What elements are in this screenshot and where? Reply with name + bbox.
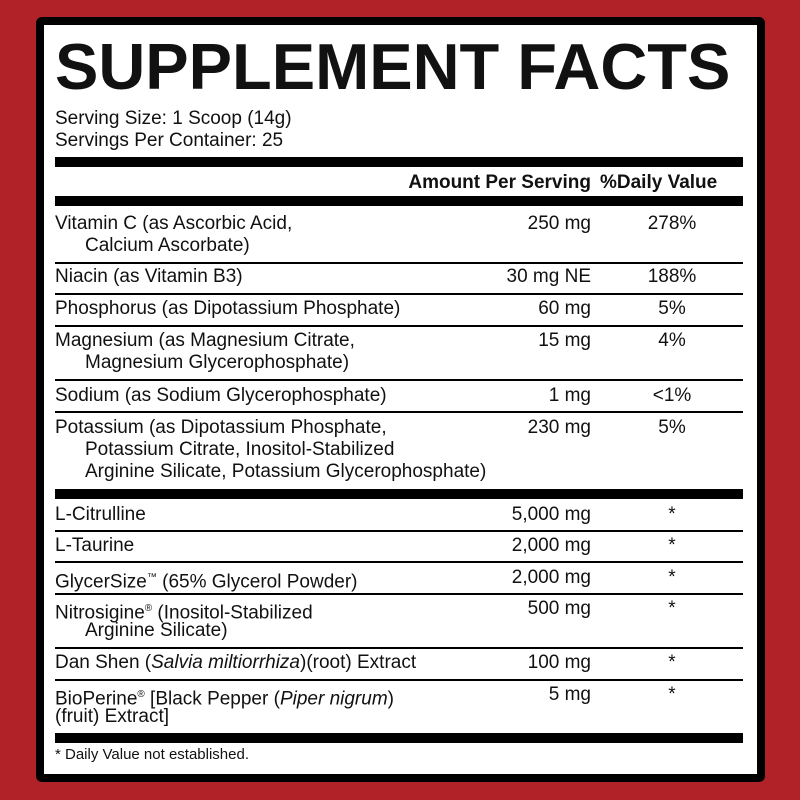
nutrient-name-cont: Potassium Citrate, Inositol-Stabilized — [85, 439, 395, 460]
divider — [55, 593, 743, 595]
latin-name: Salvia miltiorrhiza — [151, 652, 300, 673]
name-text: (65% Glycerol Powder) — [156, 571, 358, 593]
divider — [55, 411, 743, 413]
ingredient-name: GlycerSize™ (65% Glycerol Powder) — [55, 567, 357, 593]
ingredient-name: BioPerine® [Black Pepper (Piper nigrum) — [55, 684, 394, 710]
latin-name: Piper nigrum — [279, 688, 388, 710]
nutrient-dv: 5% — [658, 298, 686, 319]
servings-per-container: Servings Per Container: 25 — [55, 130, 284, 151]
registered-mark: ® — [144, 603, 153, 614]
ingredient-amount: 2,000 mg — [511, 567, 591, 588]
ingredient-name: Nitrosigine® (Inositol-Stabilized — [55, 598, 313, 624]
divider — [55, 647, 743, 649]
nutrient-amount: 30 mg NE — [506, 266, 591, 287]
ingredient-dv: * — [668, 598, 676, 619]
nutrient-dv: 5% — [658, 417, 686, 438]
divider-thick — [55, 733, 743, 743]
footnote: * Daily Value not established. — [55, 746, 250, 763]
name-text: GlycerSize — [55, 571, 147, 593]
nutrient-dv: 188% — [647, 266, 697, 287]
nutrient-name: Niacin (as Vitamin B3) — [55, 266, 243, 287]
divider — [55, 561, 743, 563]
nutrient-name-cont: Calcium Ascorbate) — [85, 235, 250, 256]
header-daily-value: %Daily Value — [600, 172, 718, 193]
name-text: Dan Shen ( — [55, 652, 152, 673]
serving-size: Serving Size: 1 Scoop (14g) — [55, 108, 292, 129]
divider-thick — [55, 157, 743, 167]
nutrient-dv: 278% — [647, 213, 697, 234]
divider-thick — [55, 196, 743, 206]
ingredient-amount: 5,000 mg — [511, 504, 591, 525]
divider — [55, 379, 743, 381]
divider — [55, 293, 743, 295]
panel-title: SUPPLEMENT FACTS — [55, 30, 731, 103]
ingredient-name: L-Taurine — [55, 535, 135, 556]
name-text: )(root) Extract — [300, 652, 417, 673]
nutrient-name: Magnesium (as Magnesium Citrate, — [55, 330, 355, 351]
name-text: ) — [387, 688, 394, 710]
nutrient-dv: <1% — [652, 385, 692, 406]
registered-mark: ® — [137, 689, 145, 700]
ingredient-dv: * — [668, 504, 676, 525]
nutrient-amount: 15 mg — [538, 330, 591, 351]
nutrient-name-cont: Magnesium Glycerophosphate) — [85, 352, 350, 373]
name-text: [Black Pepper ( — [144, 688, 280, 710]
ingredient-name-cont: Arginine Silicate) — [85, 620, 228, 641]
nutrient-name: Phosphorus (as Dipotassium Phosphate) — [55, 298, 401, 319]
trademark: ™ — [146, 572, 157, 583]
header-amount: Amount Per Serving — [408, 172, 591, 193]
nutrient-name: Potassium (as Dipotassium Phosphate, — [55, 417, 387, 438]
name-text: (Inositol-Stabilized — [152, 602, 313, 624]
divider-thick — [55, 489, 743, 499]
nutrient-name: Sodium (as Sodium Glycerophosphate) — [55, 385, 387, 406]
ingredient-amount: 5 mg — [548, 684, 591, 705]
name-text: Nitrosigine — [55, 602, 145, 624]
nutrient-name-cont: Arginine Silicate, Potassium Glycerophos… — [85, 461, 487, 482]
divider — [55, 530, 743, 532]
ingredient-dv: * — [668, 535, 676, 556]
ingredient-dv: * — [668, 684, 676, 705]
ingredient-amount: 100 mg — [527, 652, 591, 673]
ingredient-name: Dan Shen (Salvia miltiorrhiza)(root) Ext… — [55, 652, 416, 674]
nutrient-amount: 250 mg — [527, 213, 591, 234]
nutrient-amount: 230 mg — [527, 417, 591, 438]
divider — [55, 325, 743, 327]
nutrient-name: Vitamin C (as Ascorbic Acid, — [55, 213, 293, 234]
supplement-facts-panel — [36, 17, 765, 782]
ingredient-amount: 2,000 mg — [511, 535, 591, 556]
divider — [55, 262, 743, 264]
nutrient-amount: 1 mg — [548, 385, 591, 406]
nutrient-dv: 4% — [658, 330, 686, 351]
name-text: BioPerine — [55, 688, 138, 710]
nutrient-amount: 60 mg — [538, 298, 591, 319]
ingredient-name-cont: (fruit) Extract] — [55, 706, 170, 727]
divider — [55, 679, 743, 681]
ingredient-dv: * — [668, 652, 676, 673]
ingredient-name: L-Citrulline — [55, 504, 146, 525]
ingredient-amount: 500 mg — [527, 598, 591, 619]
ingredient-dv: * — [668, 567, 676, 588]
